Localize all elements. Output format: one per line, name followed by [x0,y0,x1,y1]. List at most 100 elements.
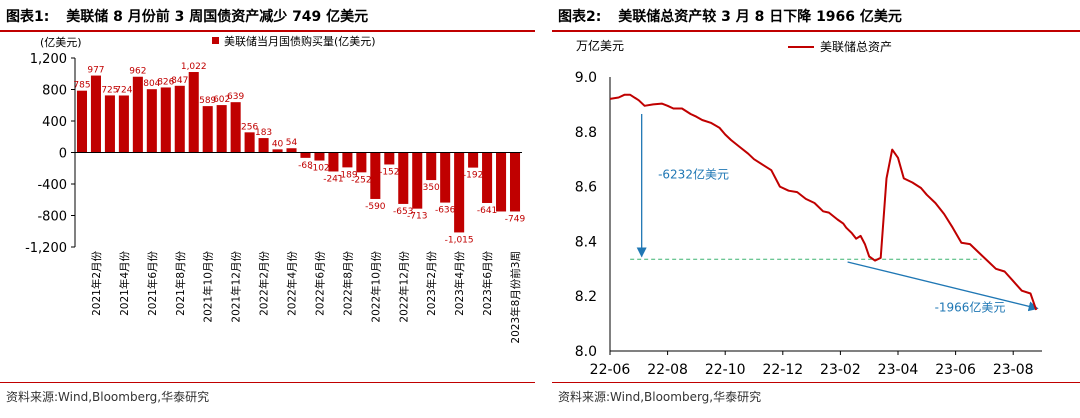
bar [356,152,367,173]
bar [300,152,311,158]
x-tick-label: 22-12 [762,362,803,378]
y-tick-label: 8.6 [575,180,597,196]
x-tick-label: 2022年12月份 [397,251,410,323]
bar-data-label: -749 [505,214,526,224]
x-tick-label: 23-06 [935,362,976,378]
bar-data-label: -252 [351,175,371,185]
x-tick-label: 2021年6月份 [146,251,159,316]
y-tick-label: 8.0 [575,344,597,360]
figure-1-title: 图表1: 美联储 8 月份前 3 周国债资产减少 749 亿美元 [6,6,368,28]
bar-data-label: 183 [255,128,272,138]
bar-data-label: 804 [143,79,160,89]
figure-2-label: 图表2: [558,9,602,25]
bar [328,152,339,172]
bar-chart: (亿美元) 美联储当月国债购买量(亿美元) 1,200 800 400 0 -400 -800… [25,34,526,344]
annotation-label: -1966亿美元 [935,299,1006,314]
x-tick-label: 2022年4月份 [286,251,299,316]
figure-1-top-rule [0,30,535,32]
legend-swatch [212,37,219,44]
figure-1-bottom-rule [0,382,535,383]
figure-1-title-text: 美联储 8 月份前 3 周国债资产减少 749 亿美元 [66,9,369,25]
x-tick-label: 23-08 [993,362,1034,378]
figure-2-title-text: 美联储总资产较 3 月 8 日下降 1966 亿美元 [618,9,902,25]
figure-2-title: 图表2: 美联储总资产较 3 月 8 日下降 1966 亿美元 [558,6,902,28]
bar [314,152,325,161]
bar [370,152,381,199]
bar-data-label: 977 [87,66,104,76]
bar-data-label: -1,015 [445,235,474,245]
legend-label: 美联储当月国债购买量(亿美元) [224,34,376,48]
bar-data-label: 639 [227,92,244,102]
bar-data-label: -152 [379,167,399,177]
bar [440,152,451,203]
bar [146,89,157,153]
figure-1-panel: 图表1: 美联储 8 月份前 3 周国债资产减少 749 亿美元 (亿美元) 美联… [0,0,535,418]
total-assets-line [609,93,1038,311]
bar-data-label: 725 [101,85,118,95]
bar [426,152,437,181]
bar [496,152,507,212]
x-tick-label: 2023年2月份 [425,251,438,316]
bar [272,149,283,153]
y-tick-label: -1,200 [25,241,67,256]
bar [398,152,409,204]
x-tick-label: 22-10 [705,362,746,378]
figure-1-label: 图表1: [6,9,50,25]
bar [342,152,353,168]
bar [384,152,395,165]
bar [468,152,479,168]
y-tick-label: 8.8 [575,125,597,141]
bar-data-label: 54 [286,138,298,148]
bar-data-label: 962 [129,67,146,77]
x-tick-label: 2022年2月份 [258,251,271,316]
x-tick-label: 2021年10月份 [202,251,215,323]
bar [202,106,213,153]
figure-2-source: 资料来源:Wind,Bloomberg,华泰研究 [558,390,762,404]
bar-data-label: -241 [323,174,343,184]
y-tick-label: 400 [42,115,67,130]
bar [160,87,171,153]
bar [216,105,227,153]
y-tick-label: 1,200 [30,52,67,67]
line-chart: 万亿美元 美联储总资产 9.0 8.8 8.6 8.4 8.2 8.0 22-06 22-08 22… [575,38,1042,378]
bar [244,132,255,153]
bar-data-label: -636 [435,206,456,216]
y-tick-label: 800 [42,84,67,99]
figure-2-bottom-rule [552,382,1080,383]
bar-data-label: -189 [337,170,358,180]
x-tick-label: 2021年8月份 [174,251,187,316]
bar [76,90,88,153]
figure-1-source: 资料来源:Wind,Bloomberg,华泰研究 [6,390,210,404]
x-tick-label: 22-08 [647,362,688,378]
bar [509,152,521,212]
x-tick-label: 2023年4月份 [453,251,466,316]
bar [412,152,423,209]
legend-label: 美联储总资产 [820,39,892,54]
bar-data-label: -653 [393,207,413,217]
y-tick-label: 8.4 [575,234,597,250]
bar-data-label: 589 [199,96,216,106]
bar [104,95,115,153]
bar-data-label: 1,022 [181,62,207,72]
x-tick-label: 2021年2月份 [90,251,103,316]
bar-data-label: -68 [298,161,313,171]
bar [286,148,297,153]
bar [118,95,129,153]
y-axis-unit: (亿美元) [40,36,82,49]
x-tick-label: 2022年10月份 [369,251,382,323]
bar-data-label: -641 [477,206,497,216]
bar-data-label: 785 [73,81,90,91]
bar [454,152,465,233]
bar-data-label: 256 [241,122,258,132]
bar [230,102,241,153]
bar-data-label: 350 [423,183,440,193]
bar [258,138,269,153]
bar-data-label: 40 [272,139,284,149]
x-tick-label: 2022年6月份 [313,251,326,316]
x-tick-label: 2021年4月份 [118,251,131,316]
figure-2-top-rule [552,30,1080,32]
x-tick-label: 22-06 [590,362,631,378]
x-tick-label: 2022年8月份 [341,251,354,316]
bar [90,75,101,153]
bar-data-label: 826 [157,77,174,87]
